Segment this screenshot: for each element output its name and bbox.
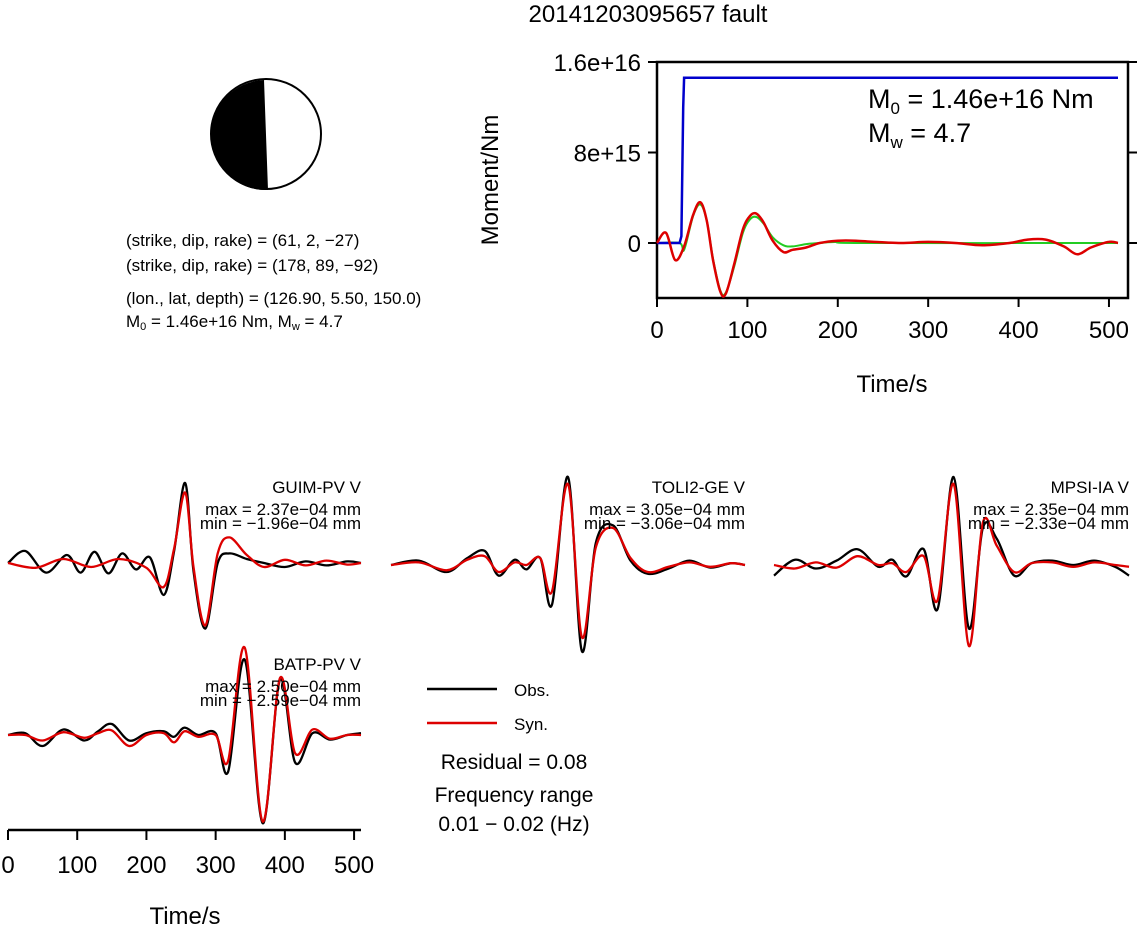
figure-title: 20141203095657 fault xyxy=(529,1,768,28)
station-min: min = −3.06e−04 mm xyxy=(584,514,745,533)
legend-syn-label: Syn. xyxy=(514,715,548,734)
moment-magnitude-summary: M0 = 1.46e+16 Nm, Mw = 4.7 xyxy=(126,312,343,333)
focal-mechanism-beachball xyxy=(210,78,322,191)
time-xtick-label: 300 xyxy=(196,852,236,879)
nodal-plane-1: (strike, dip, rake) = (61, 2, −27) xyxy=(126,231,360,250)
obs-trace xyxy=(7,658,362,825)
location-depth: (lon., lat, depth) = (126.90, 5.50, 150.… xyxy=(126,289,422,308)
station-max: max = 3.05e−04 mm xyxy=(589,500,745,519)
syn-trace xyxy=(7,646,362,823)
moment-xlabel: Time/s xyxy=(856,371,927,398)
nodal-plane-2: (strike, dip, rake) = (178, 89, −92) xyxy=(126,256,379,275)
frequency-range-label: Frequency range xyxy=(435,784,594,807)
moment-ytick-label: 0 xyxy=(628,231,641,258)
cumulative-moment-line xyxy=(657,76,1118,245)
moment-plot-frame xyxy=(655,60,1130,300)
station-max: max = 2.37e−04 mm xyxy=(205,500,361,519)
station-min: min = −2.59e−04 mm xyxy=(200,691,361,710)
stf-green-line xyxy=(656,203,1119,297)
moment-xtick-label: 300 xyxy=(908,317,948,344)
station-label: GUIM-PV V xyxy=(272,478,361,497)
legend-obs-label: Obs. xyxy=(514,681,550,700)
station-label: MPSI-IA V xyxy=(1051,478,1130,497)
moment-ytick-label: 8e+15 xyxy=(574,141,641,168)
station-label: BATP-PV V xyxy=(273,655,361,674)
station-max: max = 2.50e−04 mm xyxy=(205,677,361,696)
residual-label: Residual = 0.08 xyxy=(441,751,588,774)
beachball-compressional-quadrant xyxy=(210,80,268,191)
moment-xtick-label: 100 xyxy=(727,317,767,344)
station-min: min = −1.96e−04 mm xyxy=(200,514,361,533)
frequency-range-value: 0.01 − 0.02 (Hz) xyxy=(438,813,589,836)
station-label: TOLI2-GE V xyxy=(652,478,746,497)
time-xtick-label: 500 xyxy=(334,852,374,879)
moment-ytick-label: 1.6e+16 xyxy=(554,50,641,77)
syn-trace xyxy=(390,482,746,640)
obs-trace xyxy=(7,481,362,630)
moment-xtick-label: 0 xyxy=(650,317,663,344)
moment-box-mw: Mw = 4.7 xyxy=(868,118,972,152)
moment-ylabel: Moment/Nm xyxy=(477,115,504,246)
stf-synthetic-line xyxy=(655,200,1119,298)
moment-plot: 0 100 200 300 400 500 0 8e+15 1.6e+16 Time/s Momen… xyxy=(477,50,1137,398)
moment-box-m0: M0 = 1.46e+16 Nm xyxy=(868,84,1094,118)
obs-trace xyxy=(773,475,1130,630)
moment-xtick-label: 400 xyxy=(999,317,1039,344)
time-xtick-label: 0 xyxy=(1,852,14,879)
syn-trace xyxy=(773,482,1130,648)
syn-trace xyxy=(7,491,362,627)
time-xtick-label: 400 xyxy=(265,852,305,879)
moment-xtick-label: 200 xyxy=(818,317,858,344)
time-xtick-label: 100 xyxy=(57,852,97,879)
time-xtick-label: 200 xyxy=(126,852,166,879)
moment-xtick-label: 500 xyxy=(1089,317,1129,344)
station-min: min = −2.33e−04 mm xyxy=(968,514,1129,533)
time-xlabel: Time/s xyxy=(149,903,220,926)
station-max: max = 2.35e−04 mm xyxy=(973,500,1129,519)
beachball-outline xyxy=(210,78,322,190)
